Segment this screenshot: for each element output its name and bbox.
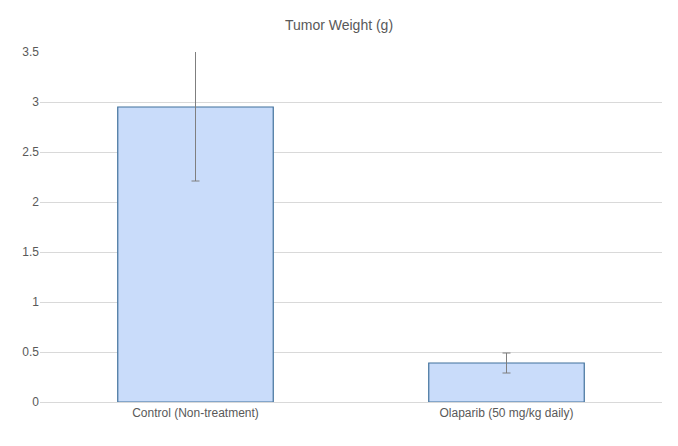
svg-text:3.5: 3.5 <box>22 45 39 59</box>
svg-text:1: 1 <box>32 295 39 309</box>
svg-text:3: 3 <box>32 95 39 109</box>
svg-text:0: 0 <box>32 395 39 409</box>
svg-text:Olaparib (50 mg/kg daily): Olaparib (50 mg/kg daily) <box>439 406 573 420</box>
svg-text:1.5: 1.5 <box>22 245 39 259</box>
svg-text:0.5: 0.5 <box>22 345 39 359</box>
svg-text:Tumor Weight (g): Tumor Weight (g) <box>285 17 393 33</box>
svg-text:2: 2 <box>32 195 39 209</box>
svg-text:2.5: 2.5 <box>22 145 39 159</box>
svg-text:Control (Non-treatment): Control (Non-treatment) <box>132 406 259 420</box>
